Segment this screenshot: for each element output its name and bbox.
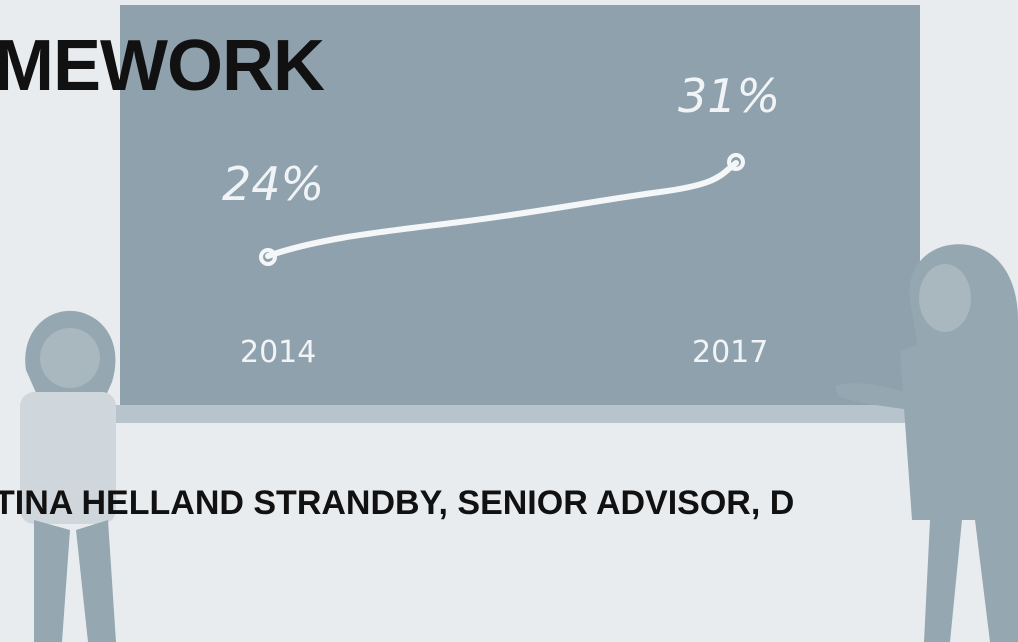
presenter-line: TINA HELLAND STRANDBY, SENIOR ADVISOR, D — [0, 484, 795, 522]
start-value-label: 24% — [222, 157, 324, 211]
start-year-label: 2014 — [240, 335, 316, 370]
start-point — [259, 248, 277, 266]
right-figure-illustration — [835, 244, 1018, 642]
chalk-trend-line — [265, 160, 739, 259]
end-year-label: 2017 — [692, 335, 768, 370]
slide-title: MEWORK — [0, 26, 325, 106]
end-value-label: 31% — [678, 69, 780, 123]
chalkboard — [120, 5, 920, 407]
end-point — [727, 153, 745, 171]
chalkboard-ledge — [115, 405, 925, 423]
left-figure-illustration — [20, 310, 116, 642]
